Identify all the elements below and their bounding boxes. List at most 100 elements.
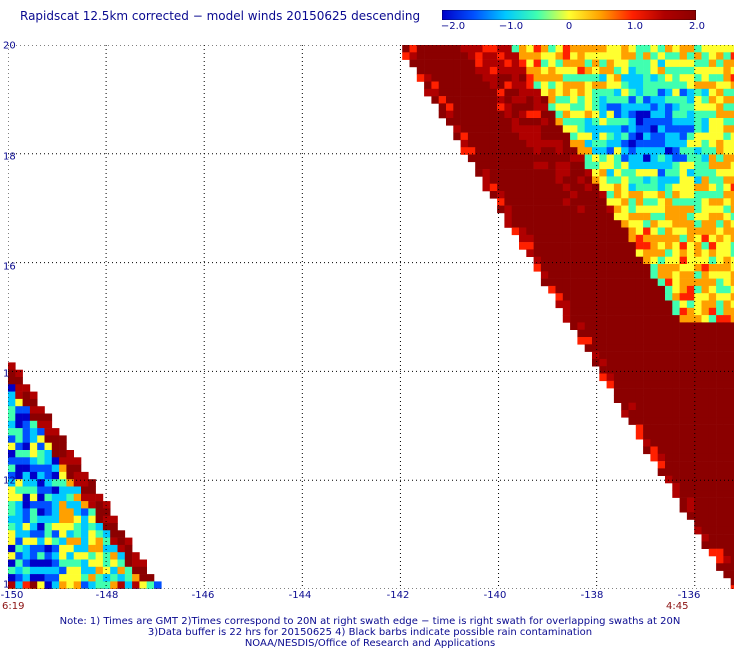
- wind-cell: [570, 45, 578, 53]
- wind-cell: [708, 271, 717, 279]
- y-tick-10: 1: [3, 579, 10, 591]
- wind-cell: [708, 388, 717, 396]
- wind-cell: [716, 526, 724, 535]
- wind-cell: [694, 264, 702, 272]
- wind-cell: [657, 74, 666, 82]
- wind-cell: [467, 110, 476, 119]
- wind-cell: [628, 249, 637, 257]
- wind-cell: [672, 468, 680, 476]
- wind-cell: [723, 461, 731, 469]
- wind-cell: [679, 249, 688, 257]
- wind-cell: [555, 45, 564, 53]
- wind-cell: [424, 52, 432, 60]
- wind-cell: [716, 315, 724, 323]
- wind-cell: [467, 147, 476, 155]
- wind-cell: [438, 45, 447, 53]
- wind-cell: [708, 519, 717, 528]
- wind-cell: [44, 574, 53, 582]
- wind-cell: [606, 227, 615, 236]
- wind-cell: [723, 519, 731, 528]
- wind-cell: [15, 530, 23, 538]
- wind-cell: [446, 59, 454, 68]
- wind-cell: [592, 220, 600, 228]
- wind-cell: [723, 563, 731, 571]
- wind-cell: [730, 88, 734, 97]
- wind-cell: [650, 45, 658, 53]
- wind-cell: [686, 154, 695, 163]
- wind-cell: [555, 271, 564, 279]
- wind-cell: [708, 358, 717, 367]
- wind-cell: [548, 242, 556, 250]
- wind-cell: [22, 464, 31, 473]
- wind-cell: [708, 118, 717, 126]
- wind-cell: [467, 74, 476, 82]
- wind-cell: [613, 176, 622, 184]
- wind-cell: [73, 493, 82, 502]
- wind-cell: [730, 322, 734, 330]
- wind-cell: [679, 227, 688, 236]
- wind-cell: [606, 344, 615, 352]
- wind-cell: [708, 490, 717, 498]
- wind-cell: [606, 66, 615, 75]
- wind-cell: [708, 446, 717, 455]
- wind-cell: [504, 103, 512, 111]
- wind-cell: [701, 88, 710, 97]
- wind-cell: [716, 249, 724, 257]
- wind-cell: [643, 110, 651, 119]
- wind-cell: [37, 406, 45, 414]
- wind-cell: [665, 96, 673, 104]
- wind-cell: [110, 574, 118, 582]
- wind-cell: [570, 169, 578, 177]
- wind-cell: [446, 81, 454, 90]
- wind-cell: [519, 147, 527, 155]
- wind-cell: [694, 512, 702, 520]
- wind-cell: [570, 154, 578, 163]
- wind-cell: [686, 475, 695, 484]
- wind-cell: [526, 139, 534, 148]
- wind-cell: [672, 139, 680, 148]
- wind-cell: [8, 398, 16, 407]
- wind-cell: [562, 88, 571, 97]
- wind-cell: [584, 154, 593, 163]
- wind-cell: [635, 139, 644, 148]
- wind-cell: [562, 45, 571, 53]
- wind-cell: [15, 559, 23, 568]
- wind-cell: [730, 220, 734, 228]
- wind-cell: [679, 161, 688, 170]
- wind-cell: [88, 566, 96, 575]
- wind-cell: [460, 88, 469, 97]
- wind-cell: [431, 88, 439, 97]
- wind-cell: [701, 307, 710, 316]
- wind-cell: [628, 176, 637, 184]
- wind-cell: [22, 508, 31, 516]
- wind-cell: [606, 373, 615, 382]
- wind-cell: [431, 66, 439, 75]
- wind-cell: [124, 552, 133, 560]
- wind-cell: [592, 183, 600, 192]
- wind-cell: [577, 118, 585, 126]
- wind-cell: [628, 373, 637, 382]
- wind-cell: [59, 493, 67, 502]
- wind-cell: [701, 45, 710, 53]
- wind-cell: [533, 242, 542, 250]
- wind-cell: [672, 373, 680, 382]
- wind-cell: [548, 271, 556, 279]
- wind-cell: [679, 264, 688, 272]
- wind-cell: [8, 508, 16, 516]
- wind-cell: [723, 96, 731, 104]
- wind-cell: [613, 358, 622, 367]
- wind-cell: [679, 103, 688, 111]
- wind-cell: [22, 420, 31, 429]
- wind-cell: [665, 74, 673, 82]
- wind-cell: [438, 59, 447, 68]
- wind-cell: [533, 198, 542, 206]
- wind-cell: [8, 384, 16, 392]
- wind-cell: [59, 486, 67, 495]
- wind-cell: [29, 413, 38, 422]
- wind-cell: [730, 242, 734, 250]
- wind-cell: [686, 395, 695, 403]
- wind-cell: [657, 249, 666, 257]
- wind-cell: [628, 234, 637, 243]
- wind-cell: [489, 161, 498, 170]
- wind-cell: [81, 530, 89, 538]
